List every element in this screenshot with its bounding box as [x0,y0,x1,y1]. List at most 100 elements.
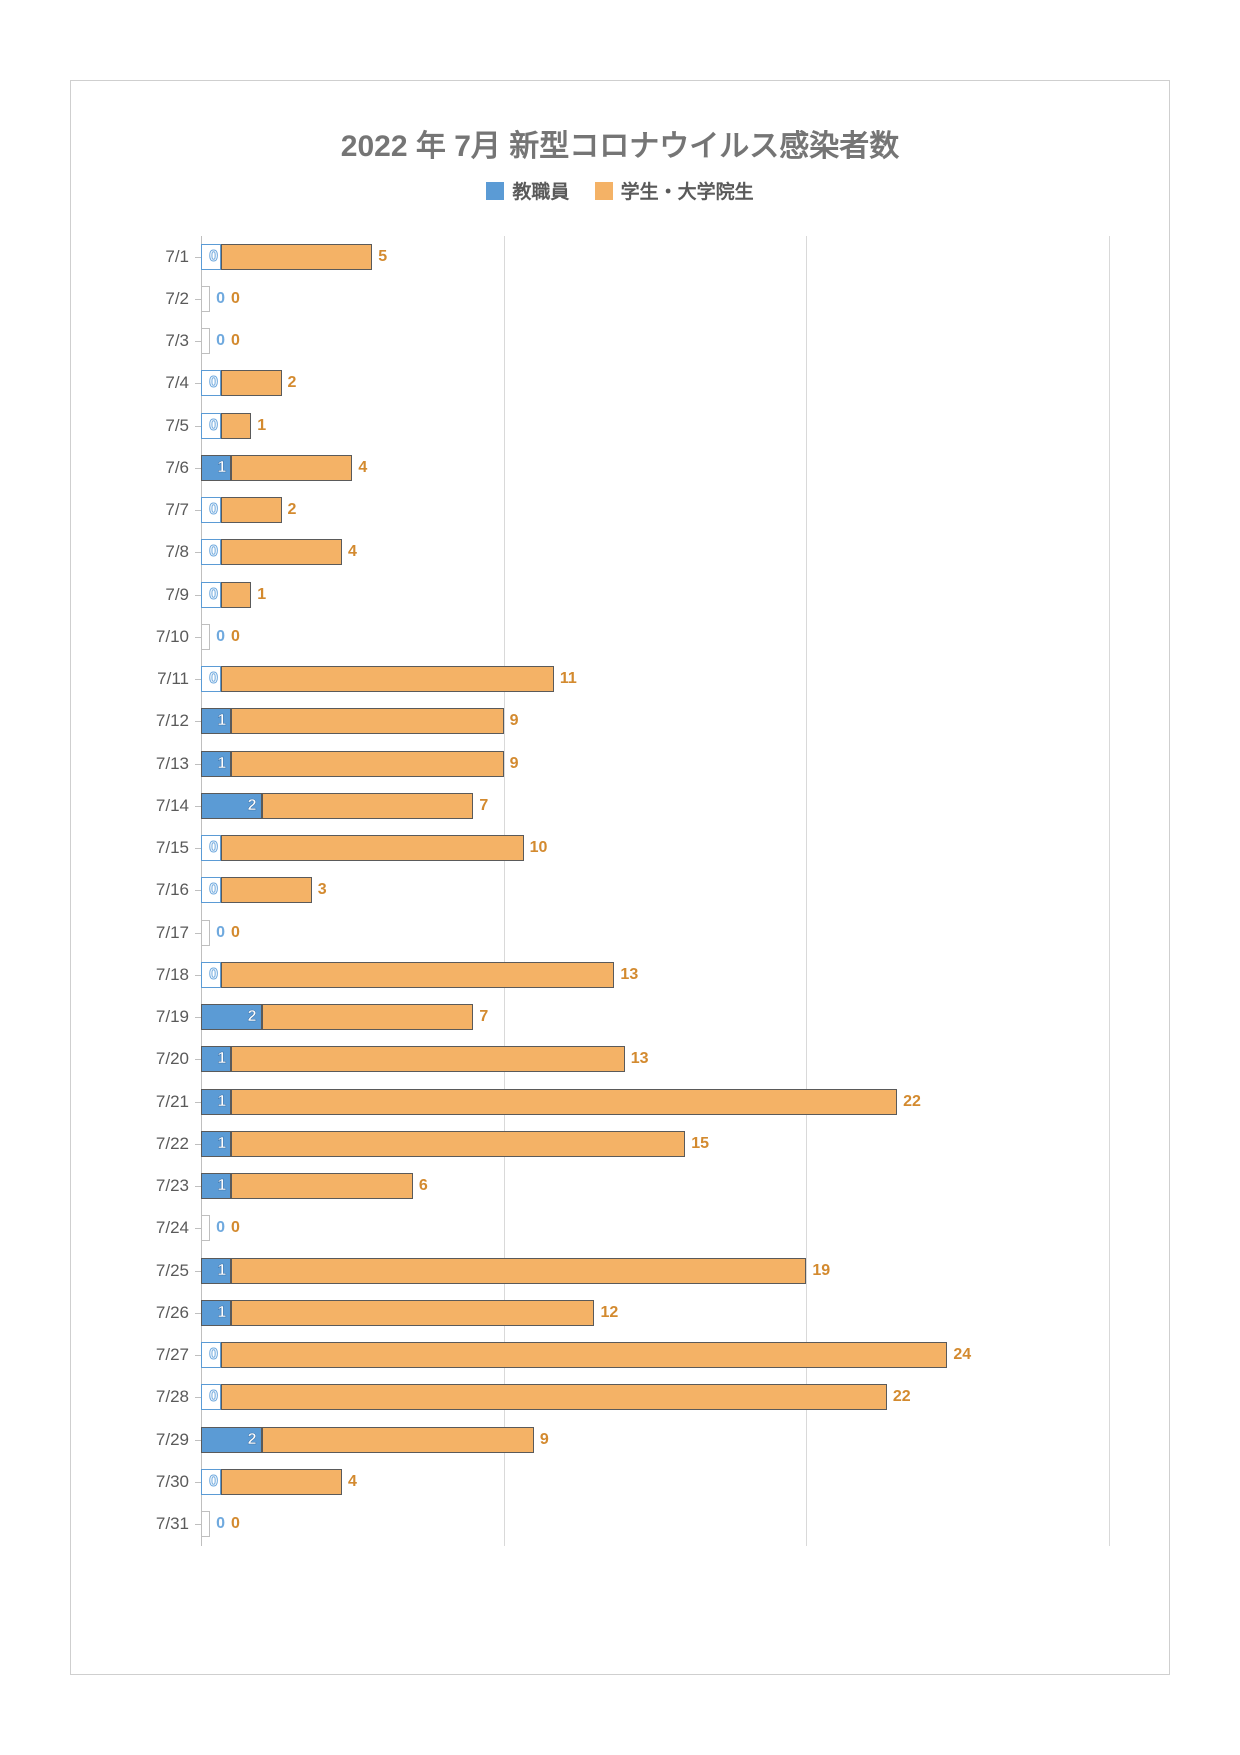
gridline [1109,236,1110,1546]
chart-row: 7/1927 [201,996,1109,1038]
chart-row: 7/1603 [201,869,1109,911]
chart-row: 7/804 [201,531,1109,573]
date-label: 7/26 [156,1303,201,1323]
date-label: 7/23 [156,1176,201,1196]
bar-student [231,1300,594,1326]
bar-student [262,1004,474,1030]
student-value-label: 4 [348,543,357,561]
bar-staff: 0 [201,835,221,861]
student-value-label: 9 [540,1431,549,1449]
bar-student [231,708,503,734]
staff-value-label: 1 [217,459,226,477]
chart-row: 7/18013 [201,954,1109,996]
bar-staff: 0 [201,497,221,523]
chart-row: 7/2929 [201,1419,1109,1461]
bar-staff: 0 [201,244,221,270]
bar-staff: 2 [201,793,262,819]
bar-staff: 1 [201,1258,231,1284]
legend-item-staff: 教職員 [486,177,569,204]
bar-stub [201,286,210,312]
bar-student [221,244,372,270]
student-value-label: 5 [378,248,387,266]
chart-row: 7/3004 [201,1461,1109,1503]
bar-staff: 1 [201,1046,231,1072]
chart-row: 7/26112 [201,1292,1109,1334]
staff-value-label: 0 [209,1388,218,1406]
student-value-label: 13 [620,966,638,984]
chart-row: 7/1427 [201,785,1109,827]
staff-value-label: 0 [209,248,218,266]
student-value-label: 1 [257,586,266,604]
bar-student [231,1089,897,1115]
date-label: 7/21 [156,1092,201,1112]
staff-value-label: 0 [209,417,218,435]
chart-row: 7/21122 [201,1081,1109,1123]
bar-student [221,835,524,861]
date-label: 7/5 [165,416,201,436]
staff-value-label: 0 [209,374,218,392]
staff-value-label: 0 [209,1346,218,1364]
date-label: 7/10 [156,627,201,647]
date-label: 7/1 [165,247,201,267]
staff-value-label: 0 [216,290,225,308]
staff-value-label: 1 [217,1093,226,1111]
bar-staff: 1 [201,1131,231,1157]
chart-row: 7/702 [201,489,1109,531]
bar-student [262,1427,534,1453]
bar-student [221,1342,947,1368]
student-value-label: 0 [231,290,240,308]
date-label: 7/16 [156,880,201,900]
bar-student [231,1258,806,1284]
chart-row: 7/501 [201,405,1109,447]
staff-value-label: 2 [248,1431,257,1449]
bar-student [231,1173,413,1199]
zero-value-pair: 00 [216,290,240,308]
date-label: 7/15 [156,838,201,858]
bar-student [221,497,282,523]
bar-staff: 1 [201,1089,231,1115]
student-value-label: 7 [479,797,488,815]
bar-student [231,1131,685,1157]
chart-row: 7/614 [201,447,1109,489]
student-value-label: 6 [419,1177,428,1195]
chart-row: 7/15010 [201,827,1109,869]
date-label: 7/2 [165,289,201,309]
student-value-label: 4 [348,1473,357,1491]
date-label: 7/17 [156,923,201,943]
staff-value-label: 0 [209,839,218,857]
date-label: 7/18 [156,965,201,985]
student-value-label: 7 [479,1008,488,1026]
page: 2022 年 7月 新型コロナウイルス感染者数 教職員 学生・大学院生 7/10… [0,0,1240,1755]
bar-staff: 0 [201,666,221,692]
bar-student [221,666,554,692]
chart-row: 7/1319 [201,743,1109,785]
legend-label-staff: 教職員 [512,177,569,204]
bar-staff: 0 [201,962,221,988]
staff-value-label: 0 [209,501,218,519]
bar-staff: 0 [201,1469,221,1495]
date-label: 7/12 [156,711,201,731]
chart-row: 7/11011 [201,658,1109,700]
student-value-label: 11 [560,670,577,688]
bar-student [221,1384,887,1410]
bar-staff: 0 [201,539,221,565]
date-label: 7/8 [165,542,201,562]
date-label: 7/25 [156,1261,201,1281]
zero-value-pair: 00 [216,628,240,646]
chart-row: 7/20113 [201,1038,1109,1080]
bar-stub [201,1511,210,1537]
student-value-label: 22 [903,1093,921,1111]
bar-student [221,413,251,439]
student-value-label: 19 [812,1262,830,1280]
date-label: 7/3 [165,331,201,351]
bar-staff: 0 [201,1384,221,1410]
staff-value-label: 0 [216,628,225,646]
zero-value-pair: 00 [216,1515,240,1533]
date-label: 7/4 [165,373,201,393]
legend-item-student: 学生・大学院生 [595,177,754,204]
bar-student [231,1046,624,1072]
staff-value-label: 1 [217,1177,226,1195]
date-label: 7/7 [165,500,201,520]
staff-value-label: 1 [217,1262,226,1280]
bar-student [221,1469,342,1495]
